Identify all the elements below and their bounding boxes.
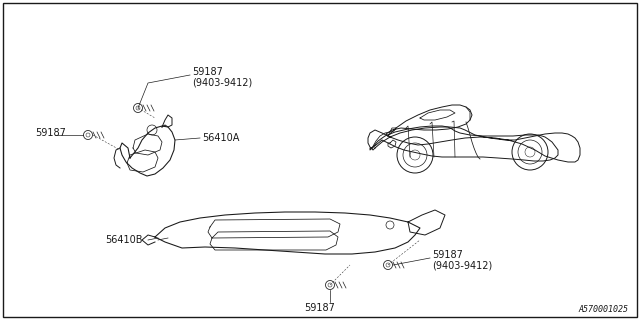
Text: 56410B: 56410B: [105, 235, 143, 245]
Text: 59187: 59187: [192, 67, 223, 77]
Text: 59187: 59187: [305, 303, 335, 313]
Text: (9403-9412): (9403-9412): [432, 260, 492, 270]
Text: 56410A: 56410A: [202, 133, 239, 143]
Text: 59187: 59187: [35, 128, 66, 138]
Text: 59187: 59187: [432, 250, 463, 260]
Text: A570001025: A570001025: [578, 305, 628, 314]
Text: (9403-9412): (9403-9412): [192, 77, 252, 87]
